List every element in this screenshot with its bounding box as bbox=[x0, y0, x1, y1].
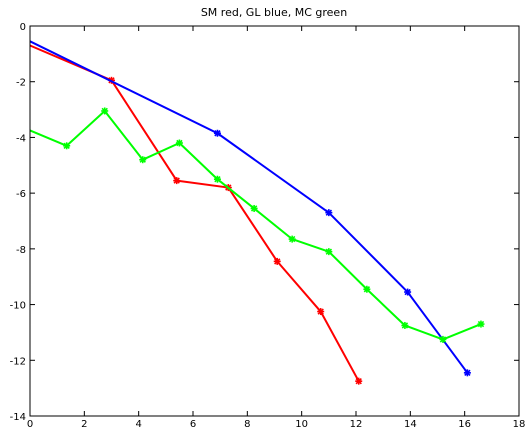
chart-title: SM red, GL blue, MC green bbox=[201, 6, 347, 19]
x-tick-label: 12 bbox=[350, 419, 363, 430]
data-point-marker bbox=[463, 369, 471, 377]
data-point-marker bbox=[355, 377, 363, 385]
data-point-marker bbox=[477, 320, 485, 328]
x-tick-label: 8 bbox=[244, 419, 250, 430]
data-point-marker bbox=[101, 107, 109, 115]
y-tick-label: 0 bbox=[20, 22, 26, 33]
x-tick-label: 10 bbox=[295, 419, 308, 430]
data-point-marker bbox=[175, 139, 183, 147]
axes-box bbox=[29, 25, 520, 417]
data-point-marker bbox=[213, 175, 221, 183]
data-point-marker bbox=[317, 308, 325, 316]
data-point-marker bbox=[439, 335, 447, 343]
y-tick-label: -2 bbox=[16, 78, 26, 89]
y-tick-label: -12 bbox=[10, 356, 26, 367]
y-tick-label: -8 bbox=[16, 245, 26, 256]
x-tick-label: 14 bbox=[404, 419, 417, 430]
data-point-marker bbox=[325, 248, 333, 256]
data-point-marker bbox=[401, 321, 409, 329]
data-point-marker bbox=[404, 288, 412, 296]
data-point-marker bbox=[288, 235, 296, 243]
y-tick-label: -6 bbox=[16, 189, 26, 200]
x-tick-label: 0 bbox=[27, 419, 33, 430]
series-1 bbox=[29, 40, 471, 377]
x-tick-label: 18 bbox=[513, 419, 526, 430]
y-tick-label: -4 bbox=[16, 133, 26, 144]
x-tick-label: 2 bbox=[81, 419, 87, 430]
series-0 bbox=[29, 44, 363, 385]
y-tick-label: -14 bbox=[10, 412, 26, 423]
data-point-marker bbox=[273, 257, 281, 265]
data-point-marker bbox=[213, 129, 221, 137]
data-point-marker bbox=[63, 142, 71, 150]
series-2 bbox=[29, 107, 485, 343]
series-line bbox=[29, 44, 360, 382]
x-tick-label: 4 bbox=[135, 419, 141, 430]
data-point-marker bbox=[173, 177, 181, 185]
data-point-marker bbox=[363, 285, 371, 293]
series-line bbox=[29, 109, 482, 341]
data-point-marker bbox=[325, 209, 333, 217]
y-tick-label: -10 bbox=[10, 301, 26, 312]
data-point-marker bbox=[250, 204, 258, 212]
tick-layer: 0 2 4 6 8 10 12 14 16 18 0 -2 -4 -6 -8 -10 -12 -14 bbox=[10, 22, 526, 430]
data-point-marker bbox=[139, 156, 147, 164]
x-tick-label: 6 bbox=[190, 419, 196, 430]
series-layer bbox=[29, 40, 485, 385]
x-tick-label: 16 bbox=[458, 419, 471, 430]
